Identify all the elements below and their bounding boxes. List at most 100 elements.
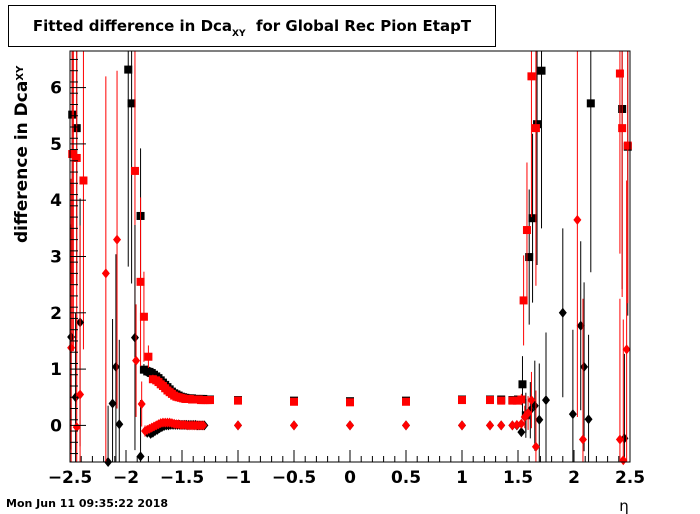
data-point <box>517 427 526 438</box>
data-point <box>584 414 593 425</box>
data-point <box>124 65 133 74</box>
data-point <box>136 277 145 286</box>
data-point <box>69 149 78 160</box>
data-point <box>518 380 527 389</box>
data-point <box>517 395 526 404</box>
data-point <box>486 396 494 405</box>
data-point <box>76 389 85 400</box>
data-point <box>458 420 466 431</box>
data-point <box>623 141 632 150</box>
axes: −2.5 −2 −1.5 −1 −0.5 0 0.5 1 1.5 2 2.5 0 1 2 3 4 5 6 <box>48 58 645 488</box>
data-point <box>512 396 521 405</box>
data-point <box>115 419 124 430</box>
data-point <box>542 395 550 406</box>
data-point <box>519 296 528 305</box>
series-3 <box>67 51 631 466</box>
data-point <box>497 420 506 431</box>
x-tick-label: 1 <box>456 468 468 488</box>
data-point <box>619 455 628 466</box>
data-point <box>486 420 494 431</box>
series-1 <box>68 51 632 407</box>
data-point <box>568 409 577 420</box>
data-point <box>615 69 624 78</box>
y-axis-label: difference in DcaXY <box>12 65 32 243</box>
data-point <box>458 396 466 405</box>
data-point <box>524 408 533 419</box>
data-point <box>346 398 354 407</box>
data-point <box>346 420 354 431</box>
data-point <box>199 420 208 431</box>
data-point <box>144 352 153 361</box>
title-main: Fitted difference in Dca <box>32 17 233 35</box>
chart-title: Fitted difference in DcaXY for Global Re… <box>9 17 495 39</box>
data-point <box>234 396 242 405</box>
data-point <box>576 320 585 331</box>
data-point <box>290 420 298 431</box>
data-point <box>558 307 567 318</box>
data-point <box>132 355 141 366</box>
data-point <box>525 253 534 262</box>
data-marks <box>67 51 632 467</box>
data-point <box>72 422 81 433</box>
data-point <box>72 153 81 162</box>
y-tick-label: 0 <box>50 416 62 436</box>
title-rest: for Global Rec Pion EtapT <box>245 17 472 35</box>
data-point <box>402 397 410 406</box>
x-tick-label: −0.5 <box>272 468 316 488</box>
data-point <box>136 451 145 462</box>
x-tick-label: −1 <box>225 468 251 488</box>
data-point <box>531 441 540 452</box>
data-point <box>497 396 506 405</box>
data-point <box>586 99 595 108</box>
data-point <box>79 176 88 185</box>
data-point <box>508 396 517 405</box>
title-subscript: XY <box>232 29 246 39</box>
data-point <box>130 166 139 175</box>
y-tick-label: 1 <box>50 360 62 380</box>
data-point <box>127 99 136 108</box>
data-point <box>527 72 536 81</box>
x-tick-label: 2 <box>568 468 580 488</box>
title-box: Fitted difference in DcaXY for Global Re… <box>8 5 496 47</box>
data-point <box>517 418 526 429</box>
x-tick-label: −2 <box>113 468 139 488</box>
data-point <box>139 312 148 321</box>
y-tick-label: 3 <box>50 248 62 268</box>
data-point <box>290 397 298 406</box>
y-tick-label: 6 <box>50 79 62 99</box>
x-tick-label: −2.5 <box>48 468 92 488</box>
x-tick-label: −1.5 <box>160 468 204 488</box>
x-tick-label: 0.5 <box>391 468 421 488</box>
data-point <box>508 420 517 431</box>
data-point <box>537 66 546 75</box>
x-tick-label: 0 <box>344 468 356 488</box>
data-point <box>531 124 540 133</box>
data-point <box>622 344 631 355</box>
data-point <box>578 434 587 445</box>
data-point <box>206 396 214 405</box>
data-point <box>580 361 589 372</box>
data-point <box>535 414 544 425</box>
y-tick-label: 4 <box>50 191 62 211</box>
data-point <box>137 399 146 410</box>
data-point <box>130 332 139 343</box>
y-axis-label-sub: XY <box>15 65 26 81</box>
x-tick-label: 2.5 <box>615 468 645 488</box>
y-axis-label-main: difference in Dca <box>12 81 32 243</box>
data-point <box>522 226 531 235</box>
x-tick-label: 1.5 <box>503 468 533 488</box>
data-point <box>108 398 117 409</box>
y-tick-label: 5 <box>50 135 62 155</box>
data-point <box>113 234 122 245</box>
data-point <box>402 420 410 431</box>
data-point <box>573 214 582 225</box>
data-point <box>618 124 627 133</box>
data-point <box>527 395 536 406</box>
data-point <box>615 434 624 445</box>
data-point <box>528 214 537 223</box>
data-point <box>67 342 76 353</box>
y-tick-label: 2 <box>50 304 62 324</box>
x-axis-label: η <box>619 497 629 514</box>
data-point <box>111 361 120 372</box>
